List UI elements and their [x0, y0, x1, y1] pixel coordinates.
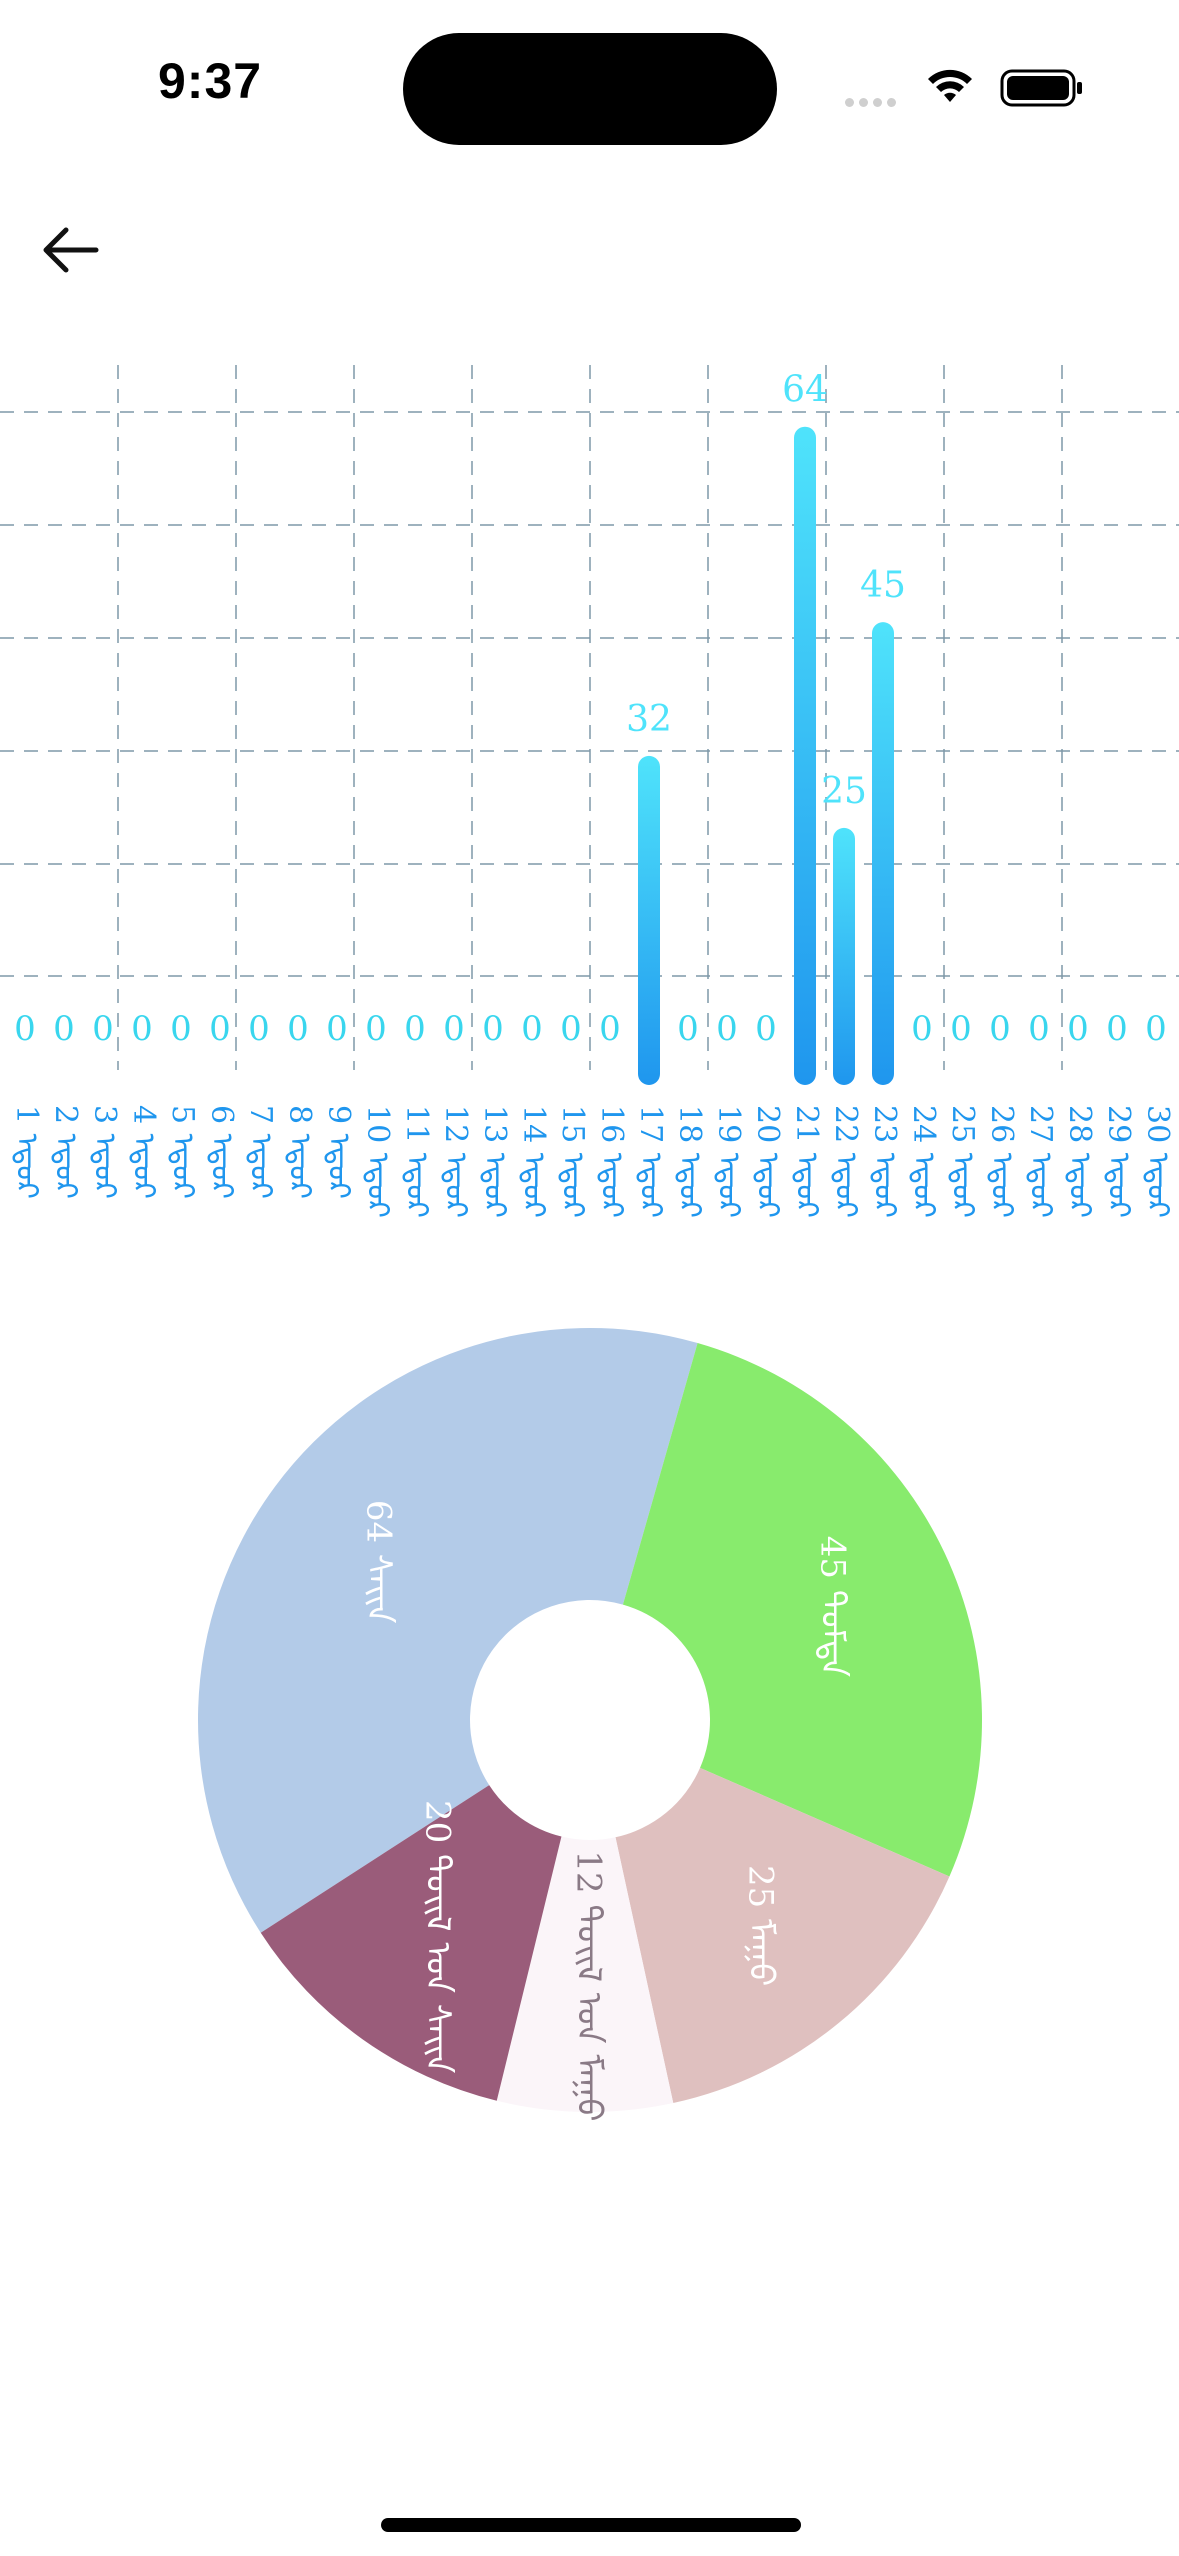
- x-tick-label: 20 ᠡᠳᠦᠷ: [750, 1105, 785, 1218]
- bar-value-label: 0: [131, 1009, 153, 1049]
- bar-value-label: 0: [755, 1009, 777, 1049]
- x-tick-label: 11 ᠡᠳᠦᠷ: [399, 1105, 434, 1218]
- x-tick-label: 19 ᠡᠳᠦᠷ: [711, 1105, 746, 1218]
- bar-value-label: 0: [248, 1009, 270, 1049]
- bar-value-label: 45: [860, 565, 906, 606]
- bar-value-label: 25: [821, 771, 867, 812]
- home-indicator[interactable]: [381, 2518, 801, 2532]
- pie-slice: [198, 1328, 698, 1933]
- pie-slice-label: 20 ᠲᠤᠢᠯ ᠤᠨ ᠰᠠᠢᠨ: [418, 1800, 458, 2074]
- bar-value-label: 0: [599, 1009, 621, 1049]
- donut-chart: 64 ᠰᠠᠢᠨ 45 ᠳᠤᠮᠳᠠ 25 ᠮᠠᠭᠤ 12 ᠲᠤᠢᠯ ᠤᠨ ᠮᠠᠭᠤ 20 …: [198, 1328, 982, 2122]
- bar-value-label: 0: [326, 1009, 348, 1049]
- x-tick-label: 25 ᠡᠳᠦᠷ: [945, 1105, 980, 1218]
- x-tick-label: 12 ᠡᠳᠦᠷ: [438, 1105, 473, 1218]
- x-tick-label: 4 ᠡᠳᠦᠷ: [126, 1105, 161, 1199]
- x-tick-label: 26 ᠡᠳᠦᠷ: [984, 1105, 1019, 1218]
- bar-value-label: 0: [911, 1009, 933, 1049]
- pie-slice: [615, 1767, 950, 2104]
- bar-chart: 0 1 ᠡᠳᠦᠷ 0 2 ᠡᠳᠦᠷ 0 3 ᠡᠳᠦᠷ 0 4 ᠡᠳᠦᠷ 0 5 ᠡᠳᠦᠷ 0 6 ᠡᠳ…: [0, 365, 1179, 1218]
- bar-value-label: 0: [53, 1009, 75, 1049]
- x-tick-label: 14 ᠡᠳᠦᠷ: [516, 1105, 551, 1218]
- cellular-signal-icon: [845, 92, 901, 111]
- pie-slice-label: 25 ᠮᠠᠭᠤ: [741, 1865, 781, 1986]
- bar-value-label: 0: [170, 1009, 192, 1049]
- x-tick-label: 29 ᠡᠳᠦᠷ: [1101, 1105, 1136, 1218]
- bar-value-label: 0: [1067, 1009, 1089, 1049]
- bar-value-label: 0: [950, 1009, 972, 1049]
- x-tick-label: 15 ᠡᠳᠦᠷ: [555, 1105, 590, 1218]
- x-tick-label: 24 ᠡᠳᠦᠷ: [906, 1105, 941, 1218]
- bar-value-label: 0: [443, 1009, 465, 1049]
- pie-slice-label: 45 ᠳᠤᠮᠳᠠ: [813, 1536, 853, 1678]
- bar-value-label: 0: [1028, 1009, 1050, 1049]
- bar-value-label: 0: [482, 1009, 504, 1049]
- x-tick-label: 30 ᠡᠳᠦᠷ: [1140, 1105, 1175, 1218]
- bar: [638, 755, 660, 1085]
- pie-slice: [622, 1343, 982, 1877]
- pie-slice: [496, 1836, 674, 2112]
- x-tick-label: 3 ᠡᠳᠦᠷ: [87, 1105, 122, 1199]
- bar-value-label: 0: [14, 1009, 36, 1049]
- x-tick-label: 17 ᠡᠳᠦᠷ: [633, 1105, 668, 1218]
- pie-slice: [260, 1785, 562, 2101]
- bar: [794, 426, 816, 1085]
- x-tick-label: 8 ᠡᠳᠦᠷ: [282, 1105, 317, 1199]
- bar-value-label: 0: [1145, 1009, 1167, 1049]
- x-tick-label: 21 ᠡᠳᠦᠷ: [789, 1105, 824, 1218]
- status-time: 9:37: [158, 53, 263, 109]
- x-tick-label: 28 ᠡᠳᠦᠷ: [1062, 1105, 1097, 1218]
- x-tick-label: 6 ᠡᠳᠦᠷ: [204, 1105, 239, 1199]
- bar-value-label: 32: [626, 699, 672, 740]
- grid: [0, 365, 1179, 1070]
- x-tick-label: 1 ᠡᠳᠦᠷ: [9, 1105, 44, 1199]
- x-tick-label: 16 ᠡᠳᠦᠷ: [594, 1105, 629, 1218]
- x-tick-label: 2 ᠡᠳᠦᠷ: [48, 1105, 83, 1199]
- bar-value-label: 0: [1106, 1009, 1128, 1049]
- x-tick-label: 7 ᠡᠳᠦᠷ: [243, 1105, 278, 1199]
- x-tick-label: 27 ᠡᠳᠦᠷ: [1023, 1105, 1058, 1218]
- pie-slice-label: 64 ᠰᠠᠢᠨ: [358, 1500, 398, 1624]
- bar-value-label: 0: [365, 1009, 387, 1049]
- bar-value-label: 0: [209, 1009, 231, 1049]
- battery-icon: [1000, 69, 1082, 107]
- x-tick-label: 9 ᠡᠳᠦᠷ: [321, 1105, 356, 1199]
- bar-value-label: 0: [404, 1009, 426, 1049]
- bar-value-label: 0: [677, 1009, 699, 1049]
- bar-value-label: 0: [716, 1009, 738, 1049]
- x-tick-label: 10 ᠡᠳᠦᠷ: [360, 1105, 395, 1218]
- bar: [872, 622, 894, 1085]
- x-tick-label: 13 ᠡᠳᠦᠷ: [477, 1105, 512, 1218]
- x-tick-label: 5 ᠡᠳᠦᠷ: [165, 1105, 200, 1199]
- bar-value-label: 0: [287, 1009, 309, 1049]
- dynamic-island: [403, 33, 777, 145]
- x-tick-label: 23 ᠡᠳᠦᠷ: [867, 1105, 902, 1218]
- bar-value-label: 0: [560, 1009, 582, 1049]
- x-tick-label: 18 ᠡᠳᠦᠷ: [672, 1105, 707, 1218]
- wifi-icon: [928, 69, 972, 102]
- status-bar: 9:37: [0, 0, 1179, 175]
- bar-value-label: 64: [782, 370, 828, 411]
- back-arrow-icon[interactable]: [38, 218, 108, 282]
- bar-value-label: 0: [92, 1009, 114, 1049]
- bar-value-label: 0: [521, 1009, 543, 1049]
- pie-slice-label: 12 ᠲᠤᠢᠯ ᠤᠨ ᠮᠠᠭᠤ: [569, 1850, 609, 2121]
- x-tick-label: 22 ᠡᠳᠦᠷ: [828, 1105, 863, 1218]
- bar-value-label: 0: [989, 1009, 1011, 1049]
- bar: [833, 827, 855, 1085]
